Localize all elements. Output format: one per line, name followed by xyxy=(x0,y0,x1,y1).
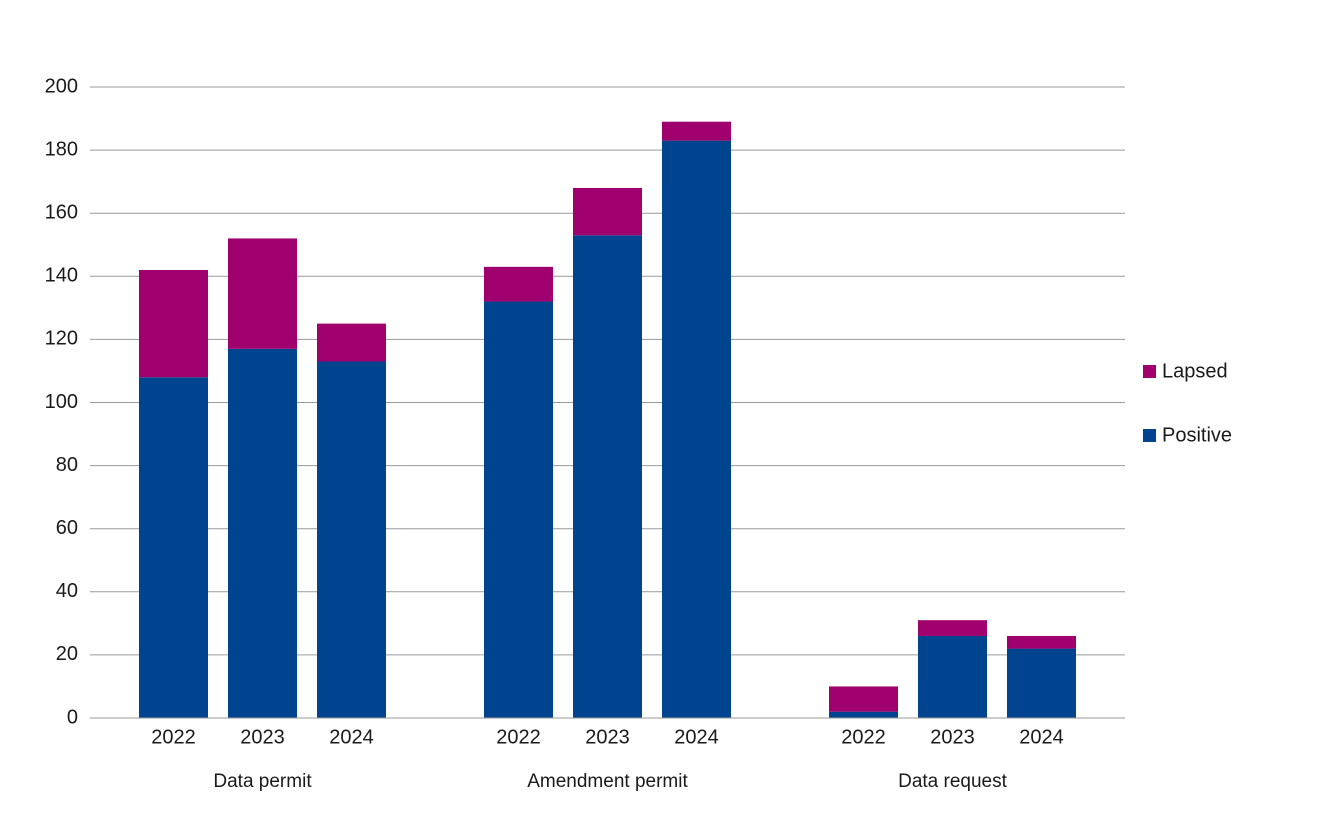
y-tick-label: 140 xyxy=(45,265,78,287)
x-tick-label: 2023 xyxy=(930,726,975,748)
legend-label: Positive xyxy=(1162,424,1232,446)
bar-segment xyxy=(662,140,731,718)
bar-segment xyxy=(662,121,731,141)
group-label: Data permit xyxy=(213,771,312,792)
y-tick-label: 60 xyxy=(56,517,78,539)
bar-segment xyxy=(317,323,386,362)
y-tick-label: 100 xyxy=(45,391,78,413)
bar-segment xyxy=(1007,648,1076,718)
x-tick-label: 2023 xyxy=(240,726,285,748)
x-tick-label: 2022 xyxy=(151,726,196,748)
y-tick-label: 80 xyxy=(56,454,78,476)
bar-segment xyxy=(139,269,208,378)
bar-segment xyxy=(918,635,987,718)
bar-segment xyxy=(484,301,553,718)
bar-segment xyxy=(1007,635,1076,649)
bar-segment xyxy=(139,377,208,718)
y-tick-label: 120 xyxy=(45,328,78,350)
y-tick-label: 40 xyxy=(56,580,78,602)
x-tick-label: 2024 xyxy=(674,726,719,748)
x-tick-label: 2023 xyxy=(585,726,630,748)
x-tick-label: 2022 xyxy=(841,726,886,748)
x-tick-label: 2022 xyxy=(496,726,541,748)
bar-segment xyxy=(918,620,987,636)
bar-segment xyxy=(317,361,386,718)
y-tick-label: 200 xyxy=(45,75,78,97)
bar-segment xyxy=(228,238,297,349)
y-tick-label: 20 xyxy=(56,643,78,665)
legend-label: Lapsed xyxy=(1162,360,1228,382)
bar-segment xyxy=(829,711,898,718)
y-tick-label: 0 xyxy=(67,706,78,728)
bar-segment xyxy=(484,266,553,302)
legend-swatch xyxy=(1143,365,1156,378)
group-label: Data request xyxy=(898,771,1008,792)
y-tick-label: 180 xyxy=(45,138,78,160)
bar-segment xyxy=(573,187,642,236)
group-label: Amendment permit xyxy=(527,771,688,792)
bar-segment xyxy=(228,348,297,718)
x-tick-label: 2024 xyxy=(329,726,374,748)
y-tick-label: 160 xyxy=(45,201,78,223)
bar-segment xyxy=(573,235,642,718)
bar-segment xyxy=(829,686,898,712)
x-tick-label: 2024 xyxy=(1019,726,1064,748)
legend-swatch xyxy=(1143,429,1156,442)
